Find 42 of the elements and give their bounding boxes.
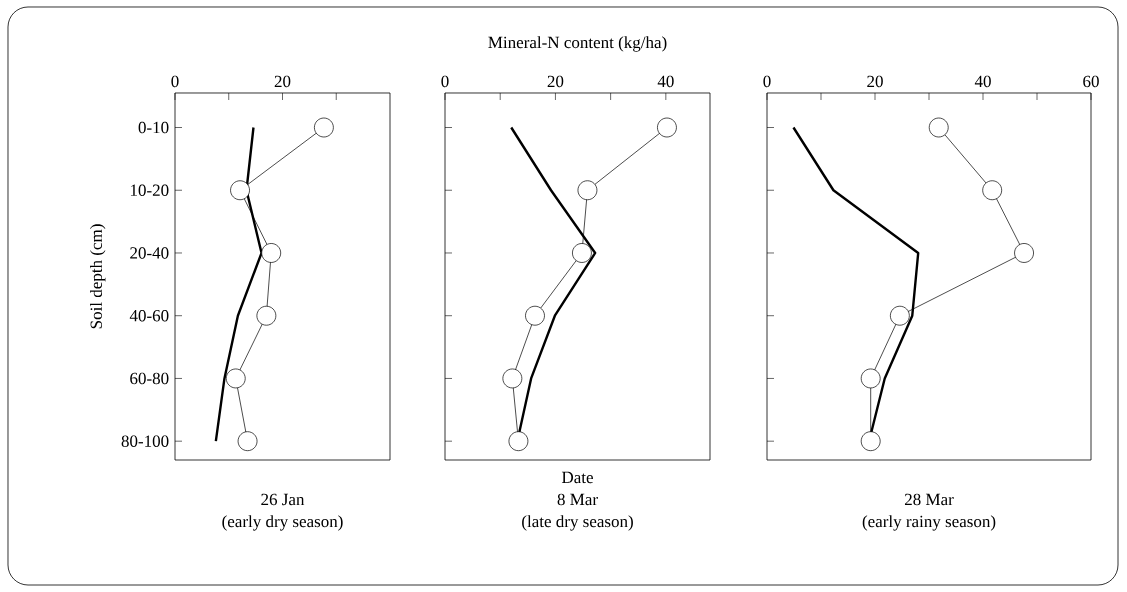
x-tick-label: 0	[441, 75, 449, 88]
point	[982, 180, 1003, 201]
text: 28 Mar	[904, 493, 954, 506]
point	[230, 180, 250, 201]
y-tick-label: 80-100	[121, 435, 169, 447]
text: (early rainy season)	[862, 515, 996, 531]
point	[890, 305, 910, 326]
x-axis-title: Date	[561, 471, 593, 484]
point	[860, 431, 881, 452]
y-tick-label: 10-20	[130, 184, 169, 196]
y-tick-label: 40-60	[129, 309, 169, 322]
point	[237, 431, 258, 452]
x-tick-label: 20	[867, 75, 883, 88]
x-tick-label: 60	[1083, 75, 1099, 88]
x-tick-label: 40	[974, 75, 991, 88]
point	[860, 368, 881, 389]
y-tick-label: 0-10	[138, 121, 169, 134]
point	[1014, 243, 1034, 263]
x-tick-label: 0	[763, 75, 771, 88]
x-tick-label: 40	[657, 75, 674, 88]
text: 8 Mar	[557, 493, 598, 506]
point	[657, 117, 677, 138]
y-axis-title: Soil depth (cm)	[90, 224, 106, 329]
point	[314, 117, 334, 138]
text: 26 Jan	[261, 493, 305, 506]
point	[928, 117, 949, 138]
x-tick-label: 20	[547, 75, 564, 88]
point	[261, 243, 282, 263]
point	[525, 305, 545, 326]
x-tick-label: 0	[171, 75, 179, 88]
point	[577, 180, 598, 201]
point	[225, 368, 246, 389]
y-tick-label: 20-40	[130, 247, 169, 259]
text: (early dry season)	[222, 515, 343, 531]
text: (late dry season)	[522, 515, 633, 531]
point	[502, 368, 523, 389]
x2-axis-title: Mineral-N content (kg/ha)	[488, 36, 667, 52]
point	[572, 243, 592, 263]
x-tick-label: 20	[274, 75, 291, 88]
point	[256, 305, 277, 326]
y-tick-label: 60-80	[130, 372, 169, 385]
point	[508, 431, 529, 452]
